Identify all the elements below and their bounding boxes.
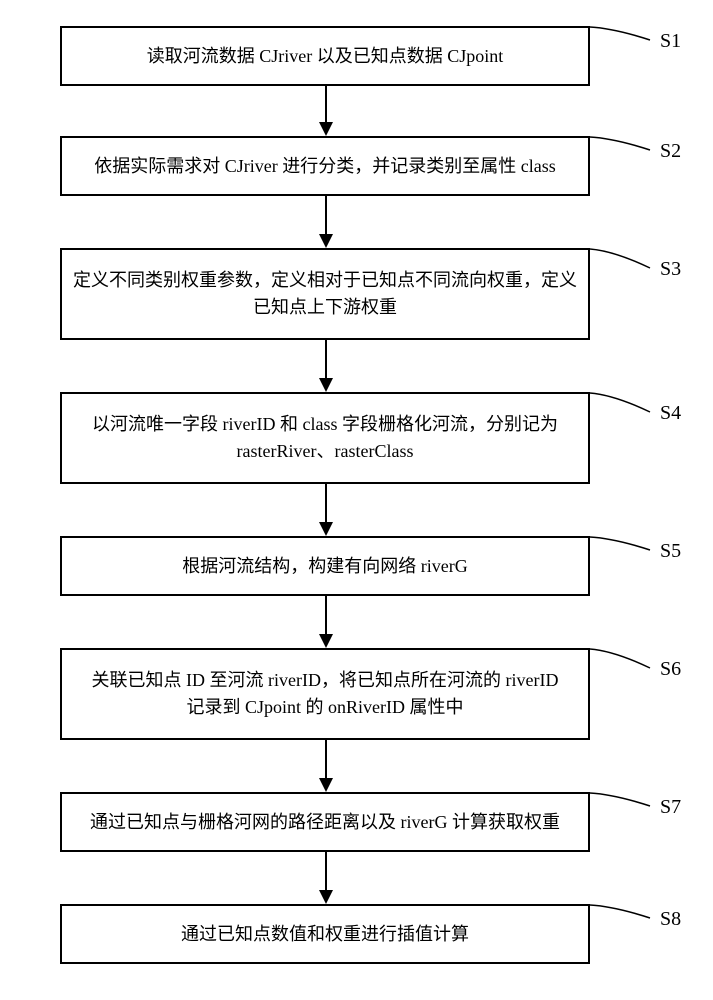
arrow-head-icon <box>319 634 333 648</box>
step-label-s3: S3 <box>660 258 681 281</box>
leader-line <box>588 903 652 920</box>
flow-step-text: 关联已知点 ID 至河流 riverID，将已知点所在河流的 riverID 记… <box>82 667 569 721</box>
arrow-head-icon <box>319 890 333 904</box>
flow-step-s5: 根据河流结构，构建有向网络 riverG <box>60 536 590 596</box>
arrow-line <box>325 852 327 892</box>
flow-step-text: 依据实际需求对 CJriver 进行分类，并记录类别至属性 class <box>84 153 565 180</box>
flow-step-text: 定义不同类别权重参数，定义相对于已知点不同流向权重，定义 已知点上下游权重 <box>63 267 587 321</box>
flow-step-s4: 以河流唯一字段 riverID 和 class 字段栅格化河流，分别记为 ras… <box>60 392 590 484</box>
flow-step-text: 根据河流结构，构建有向网络 riverG <box>172 553 477 580</box>
leader-line <box>588 25 652 42</box>
flow-step-s6: 关联已知点 ID 至河流 riverID，将已知点所在河流的 riverID 记… <box>60 648 590 740</box>
step-label-s8: S8 <box>660 908 681 931</box>
step-label-s7: S7 <box>660 796 681 819</box>
step-label-s5: S5 <box>660 540 681 563</box>
flow-step-s8: 通过已知点数值和权重进行插值计算 <box>60 904 590 964</box>
flow-step-s1: 读取河流数据 CJriver 以及已知点数据 CJpoint <box>60 26 590 86</box>
flow-step-text: 读取河流数据 CJriver 以及已知点数据 CJpoint <box>137 43 514 70</box>
leader-line <box>588 535 652 552</box>
leader-line <box>588 135 652 152</box>
leader-line <box>588 391 652 414</box>
step-label-s4: S4 <box>660 402 681 425</box>
flow-step-text: 通过已知点与栅格河网的路径距离以及 riverG 计算获取权重 <box>80 809 570 836</box>
flowchart-canvas: 读取河流数据 CJriver 以及已知点数据 CJpoint S1 依据实际需求对 … <box>0 0 713 1000</box>
arrow-line <box>325 740 327 780</box>
arrow-head-icon <box>319 778 333 792</box>
leader-line <box>588 647 652 670</box>
flow-step-s3: 定义不同类别权重参数，定义相对于已知点不同流向权重，定义 已知点上下游权重 <box>60 248 590 340</box>
arrow-line <box>325 196 327 236</box>
flow-step-text: 以河流唯一字段 riverID 和 class 字段栅格化河流，分别记为 ras… <box>82 411 568 465</box>
arrow-line <box>325 340 327 380</box>
step-label-s6: S6 <box>660 658 681 681</box>
arrow-head-icon <box>319 234 333 248</box>
flow-step-s7: 通过已知点与栅格河网的路径距离以及 riverG 计算获取权重 <box>60 792 590 852</box>
arrow-line <box>325 596 327 636</box>
leader-line <box>588 247 652 270</box>
leader-line <box>588 791 652 808</box>
arrow-head-icon <box>319 378 333 392</box>
step-label-s1: S1 <box>660 30 681 53</box>
step-label-s2: S2 <box>660 140 681 163</box>
flow-step-s2: 依据实际需求对 CJriver 进行分类，并记录类别至属性 class <box>60 136 590 196</box>
arrow-head-icon <box>319 522 333 536</box>
arrow-head-icon <box>319 122 333 136</box>
arrow-line <box>325 86 327 124</box>
flow-step-text: 通过已知点数值和权重进行插值计算 <box>171 921 479 948</box>
arrow-line <box>325 484 327 524</box>
